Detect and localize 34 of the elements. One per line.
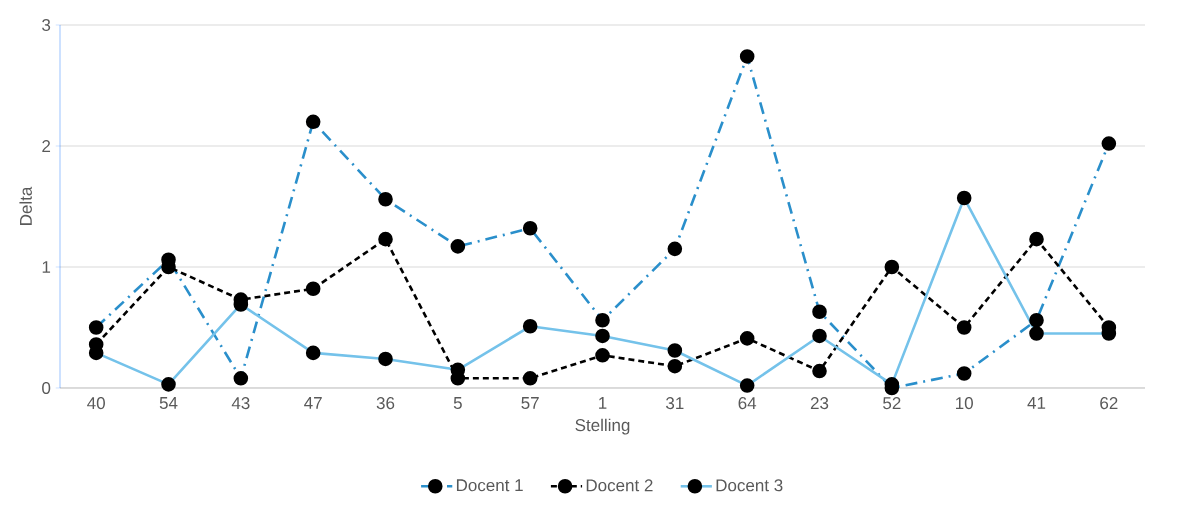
y-axis-title: Delta <box>19 186 32 225</box>
x-tick-label: 5 <box>453 397 462 409</box>
x-tick-label: 52 <box>883 397 901 410</box>
x-tick-label: 1 <box>599 397 607 409</box>
x-tick-label: 62 <box>1100 397 1118 410</box>
point <box>739 331 755 346</box>
point <box>595 348 610 363</box>
x-axis-title: Stelling <box>575 418 630 435</box>
point <box>884 259 900 275</box>
point <box>812 363 827 379</box>
x-tick-label: 54 <box>159 397 178 409</box>
x-tick-label: 31 <box>666 397 684 410</box>
y-tick-label: 0 <box>42 381 51 395</box>
x-tick-label: 43 <box>231 397 250 410</box>
y-tick-label: 3 <box>42 18 51 32</box>
point <box>667 358 683 374</box>
point <box>1029 231 1044 247</box>
point <box>378 231 393 247</box>
legend-label: Docent 3 <box>716 479 783 492</box>
x-tick-label: 57 <box>521 397 539 409</box>
x-tick-label: 40 <box>87 397 105 410</box>
y-tick-label: 2 <box>42 140 51 152</box>
x-tick-label: 47 <box>304 397 322 409</box>
point <box>522 371 538 386</box>
y-tick-label: 1 <box>42 261 51 273</box>
point <box>956 320 972 335</box>
legend-label: Docent 1 <box>456 479 523 492</box>
x-tick-label: 64 <box>738 397 757 410</box>
x-tick-label: 41 <box>1027 397 1046 409</box>
x-tick-label: 10 <box>956 397 973 410</box>
legend-label: Docent 2 <box>586 479 653 492</box>
point <box>305 281 321 297</box>
x-tick-label: 23 <box>810 397 829 410</box>
x-tick-label: 36 <box>376 397 395 410</box>
